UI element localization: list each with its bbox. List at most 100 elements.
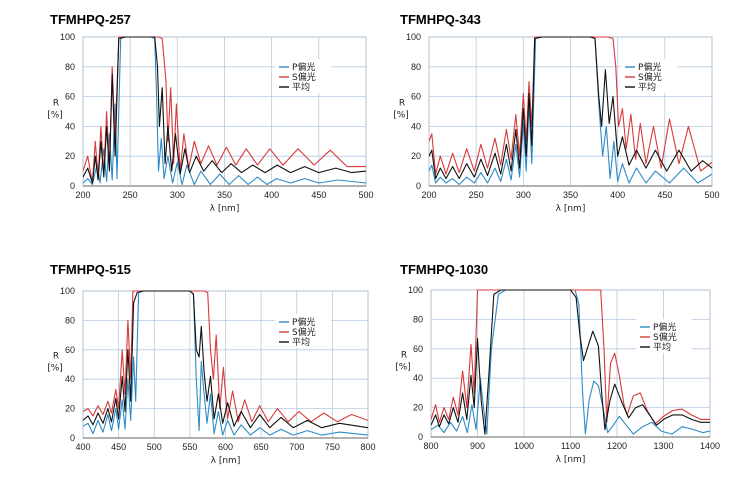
x-tick-label: 800 [423, 441, 438, 451]
y-axis-label: R [401, 351, 407, 361]
y-axis-unit: [%] [393, 111, 409, 121]
chart-title: TFMHPQ-515 [50, 262, 131, 277]
y-tick-label: 100 [408, 285, 423, 295]
s-series-legend-label: S偏光 [292, 71, 316, 83]
x-tick-label: 450 [111, 442, 126, 452]
y-tick-label: 20 [411, 151, 421, 161]
x-tick-label: 400 [610, 190, 625, 200]
x-tick-label: 600 [218, 442, 233, 452]
x-tick-label: 750 [325, 442, 340, 452]
s-series-legend-label: S偏光 [292, 326, 316, 338]
y-tick-label: 60 [413, 344, 423, 354]
y-axis-label: R [53, 99, 59, 109]
x-tick-label: 700 [289, 442, 304, 452]
y-tick-label: 60 [65, 345, 75, 355]
chart-title: TFMHPQ-343 [400, 12, 481, 27]
average-series-line [83, 36, 366, 184]
x-tick-label: 450 [311, 190, 326, 200]
p-series-line [431, 289, 710, 435]
y-axis-label: R [399, 99, 405, 109]
chart-title: TFMHPQ-257 [50, 12, 131, 27]
p-series-legend-label: P偏光 [653, 321, 676, 333]
y-axis-label: R [53, 352, 59, 362]
p-series-line [83, 290, 368, 436]
x-tick-label: 550 [182, 442, 197, 452]
x-tick-label: 900 [470, 441, 485, 451]
y-tick-label: 20 [65, 151, 75, 161]
p-series-line [429, 36, 712, 186]
x-tick-label: 450 [657, 190, 672, 200]
s-series-legend-label: S偏光 [653, 331, 677, 343]
average-series-line [431, 289, 710, 435]
x-axis-label: λ [nm] [210, 204, 240, 214]
x-tick-label: 250 [123, 190, 138, 200]
average-series-line [83, 290, 368, 429]
x-tick-label: 350 [217, 190, 232, 200]
chart-2: TFMHPQ-343 200 250 300 350 400 450 500 0 20 40 60 80… [393, 12, 719, 214]
x-tick-label: 1200 [607, 441, 627, 451]
y-tick-label: 80 [411, 62, 421, 72]
y-tick-label: 100 [60, 32, 75, 42]
x-tick-label: 1100 [561, 441, 580, 451]
p-series-legend-label: P偏光 [292, 61, 315, 73]
y-tick-label: 40 [413, 373, 423, 383]
s-series-legend-label: S偏光 [638, 71, 662, 83]
average-series-legend-label: 平均 [292, 81, 310, 93]
y-axis-unit: [%] [47, 364, 63, 374]
x-tick-label: 400 [75, 442, 90, 452]
y-tick-label: 60 [411, 92, 421, 102]
x-tick-label: 1400 [700, 441, 720, 451]
x-tick-label: 650 [254, 442, 269, 452]
chart-1: TFMHPQ-257 200 250 300 350 400 450 500 0 20 40 60 80… [47, 12, 373, 214]
x-tick-label: 500 [358, 190, 373, 200]
s-series-line [431, 289, 710, 425]
y-tick-label: 20 [65, 404, 75, 414]
y-tick-label: 100 [406, 32, 421, 42]
p-series-legend-label: P偏光 [638, 61, 661, 73]
average-series-legend-label: 平均 [653, 341, 671, 353]
y-tick-label: 0 [416, 181, 421, 191]
x-tick-label: 300 [516, 190, 531, 200]
y-tick-label: 80 [413, 314, 423, 324]
average-series-legend-label: 平均 [638, 81, 656, 93]
y-tick-label: 0 [418, 432, 423, 442]
x-tick-label: 800 [360, 442, 375, 452]
x-tick-label: 300 [170, 190, 185, 200]
x-axis-label: λ [nm] [556, 455, 586, 465]
y-tick-label: 40 [65, 121, 75, 131]
y-tick-label: 80 [65, 315, 75, 325]
x-tick-label: 1300 [653, 441, 673, 451]
chart-3: TFMHPQ-515 400 450 500 550 600 650 700 750 800 0 20… [47, 262, 375, 466]
p-series-legend-label: P偏光 [292, 316, 315, 328]
s-series-line [83, 290, 368, 423]
x-axis-label: λ [nm] [556, 204, 586, 214]
average-series-legend-label: 平均 [292, 336, 310, 348]
x-tick-label: 250 [469, 190, 484, 200]
y-tick-label: 0 [70, 181, 75, 191]
y-tick-label: 80 [65, 62, 75, 72]
x-tick-label: 1000 [514, 441, 534, 451]
y-tick-label: 40 [65, 374, 75, 384]
x-axis-label: λ [nm] [211, 456, 241, 466]
y-axis-unit: [%] [47, 111, 63, 121]
x-tick-label: 350 [563, 190, 578, 200]
x-tick-label: 500 [704, 190, 719, 200]
y-tick-label: 60 [65, 92, 75, 102]
y-axis-unit: [%] [395, 363, 411, 373]
chart-4: TFMHPQ-1030 800 900 1000 1100 1200 1300 1400 0 20… [395, 262, 720, 465]
x-tick-label: 500 [147, 442, 162, 452]
y-tick-label: 0 [70, 433, 75, 443]
chart-title: TFMHPQ-1030 [400, 262, 488, 277]
y-tick-label: 20 [413, 403, 423, 413]
y-tick-label: 40 [411, 121, 421, 131]
x-tick-label: 200 [421, 190, 436, 200]
y-tick-label: 100 [60, 286, 75, 296]
average-series-line [429, 36, 712, 180]
x-tick-label: 400 [264, 190, 279, 200]
x-tick-label: 200 [75, 190, 90, 200]
